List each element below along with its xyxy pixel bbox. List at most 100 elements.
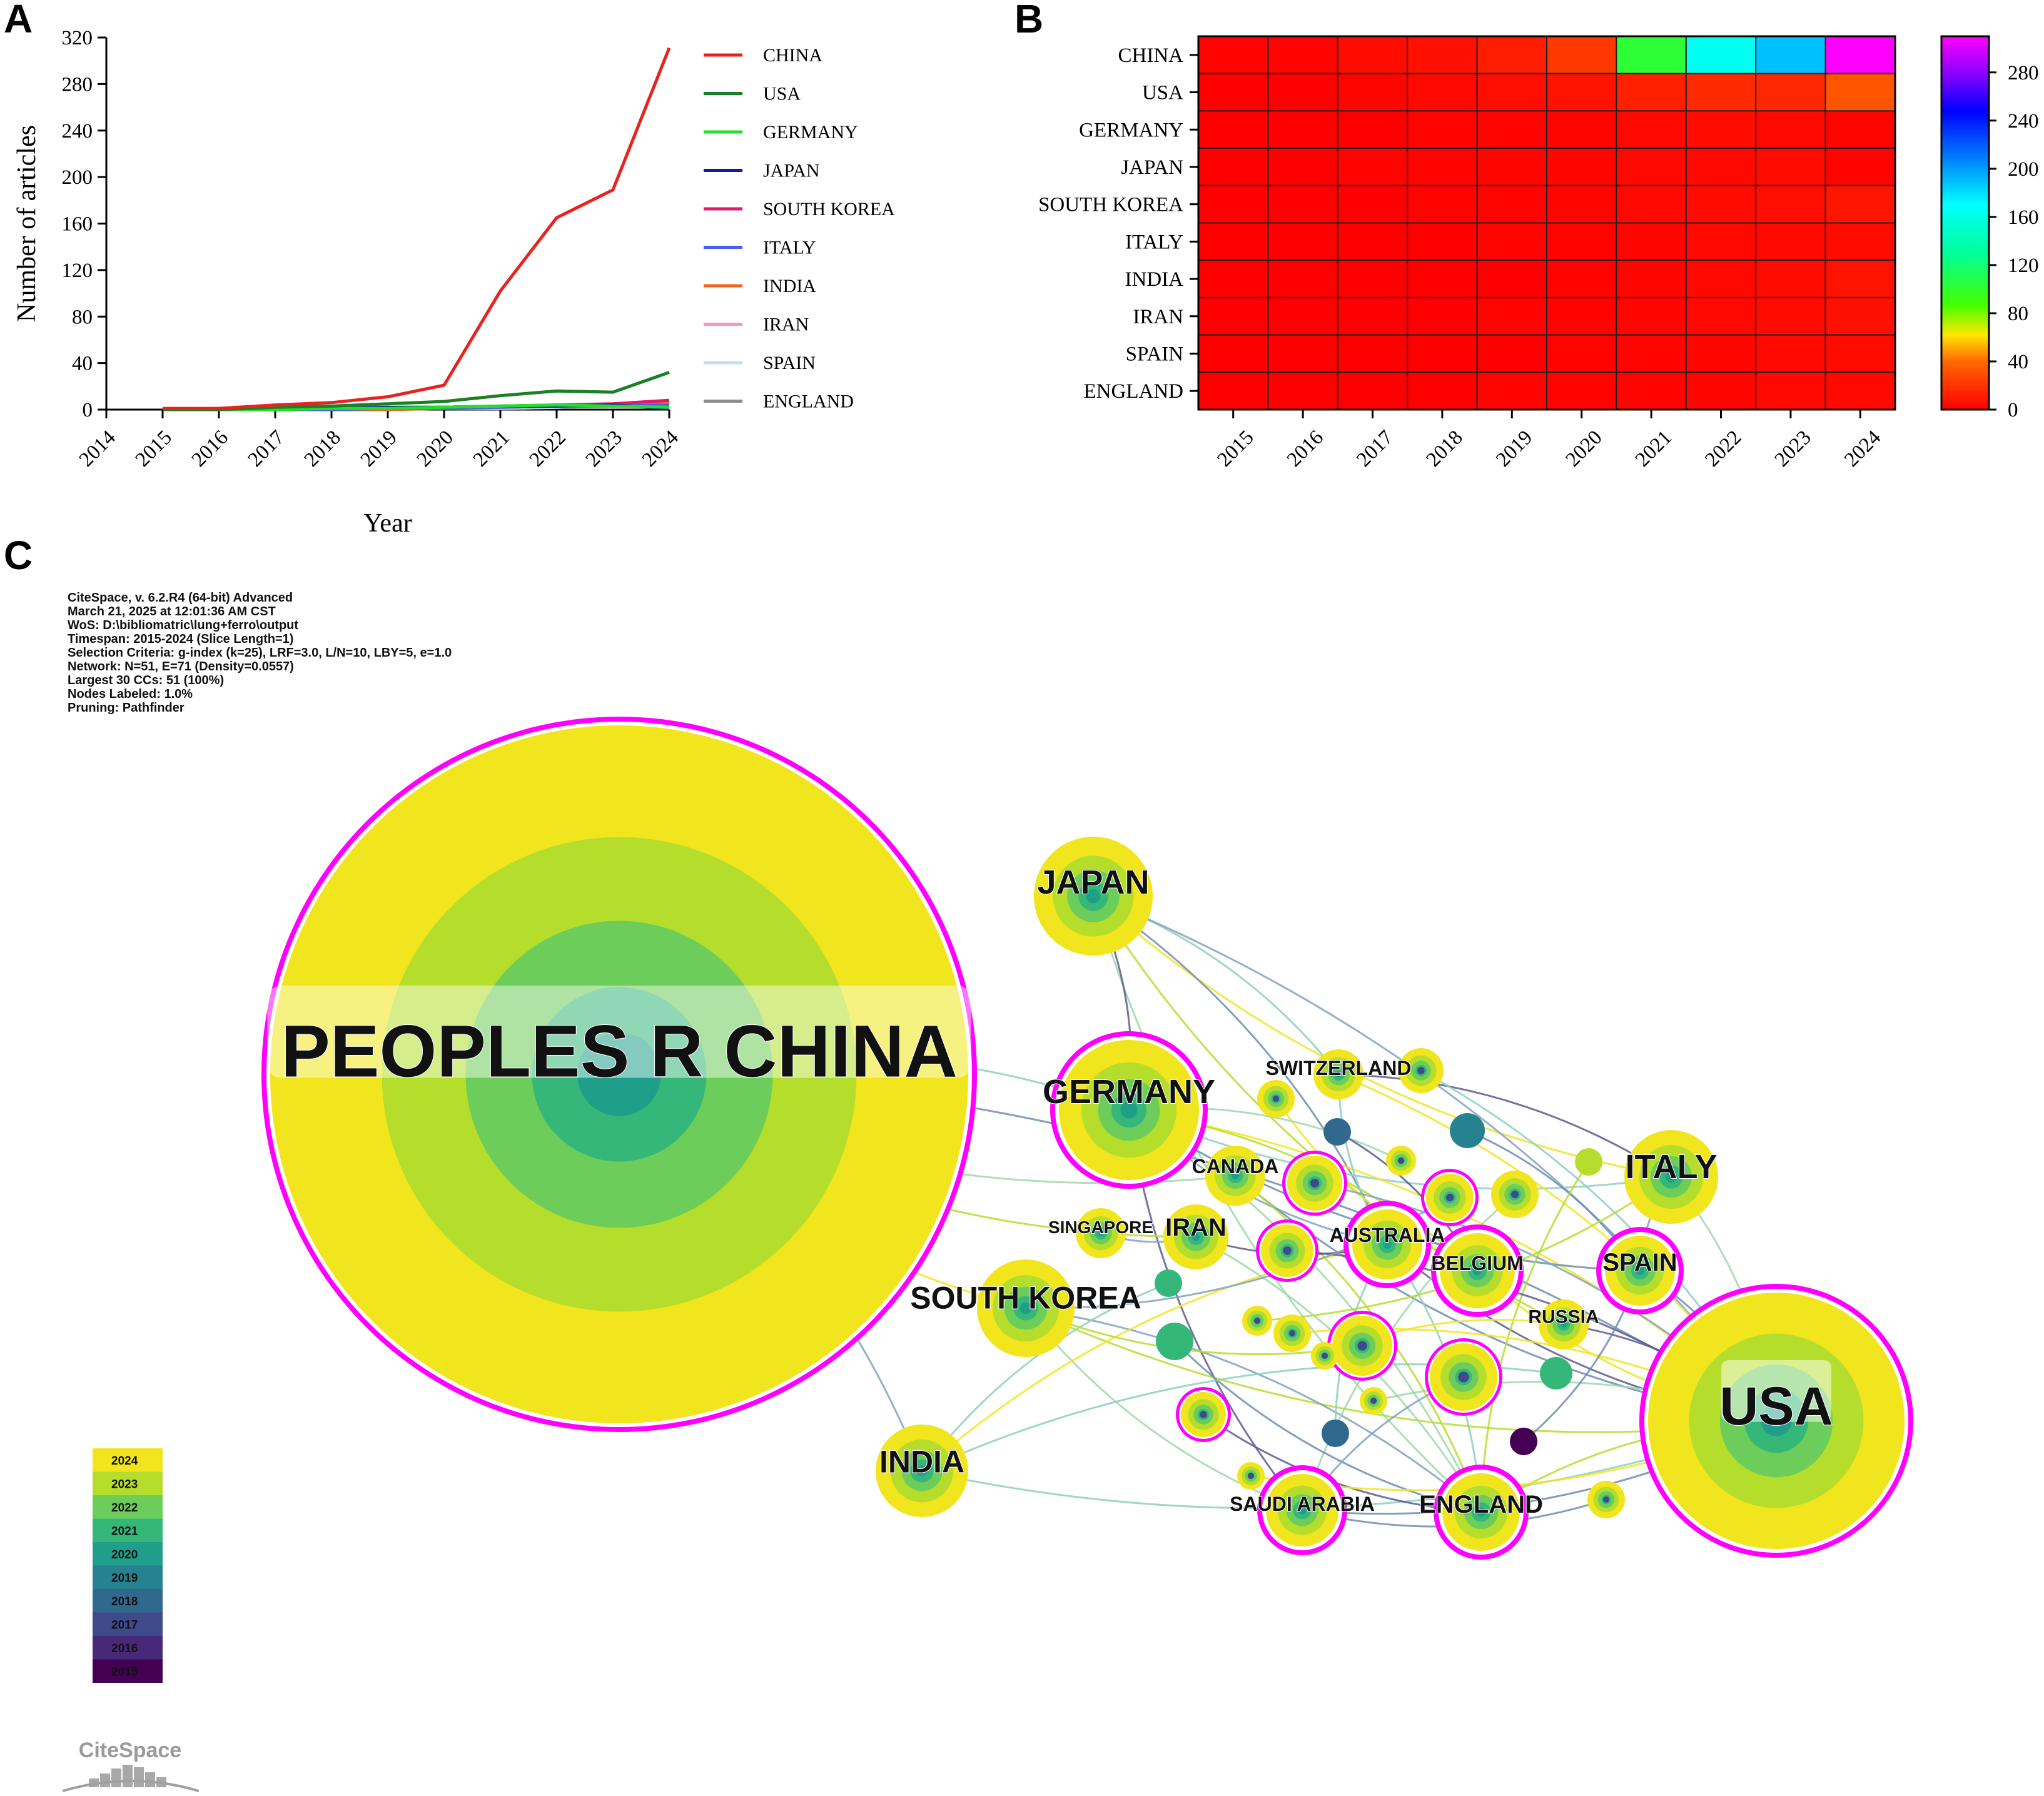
- legend-label: JAPAN: [763, 161, 820, 181]
- heatmap-cell: [1685, 296, 1757, 336]
- minor-node: [1257, 1080, 1295, 1117]
- y-tick-label: 120: [62, 260, 93, 282]
- heatmap-cell: [1616, 184, 1687, 224]
- tree-ring: [1335, 1071, 1342, 1077]
- node-disc: [1575, 1148, 1602, 1176]
- minor-node: [1311, 1342, 1338, 1370]
- heatmap-cell: [1337, 184, 1409, 224]
- heatmap-cell: [1198, 296, 1269, 336]
- x-tick-label: 2021: [469, 426, 514, 472]
- year-label: 2022: [111, 1501, 138, 1515]
- col-label: 2020: [1562, 426, 1607, 472]
- country-node: [1313, 1049, 1364, 1099]
- label-highlight: [1721, 1360, 1831, 1422]
- node-label: ENGLAND: [1419, 1491, 1543, 1518]
- year-swatch: [93, 1542, 163, 1566]
- heatmap-cell: [1267, 110, 1338, 149]
- info-line: March 21, 2025 at 12:01:36 AM CST: [68, 605, 276, 618]
- country-node: [1205, 1146, 1265, 1206]
- line-chart-series: [163, 47, 671, 411]
- node-core: [1458, 1371, 1469, 1383]
- x-tick-label: 2024: [638, 426, 683, 472]
- heatmap-cell: [1755, 110, 1826, 149]
- tree-ring: [577, 1032, 661, 1116]
- network-info-block: CiteSpace, v. 6.2.R4 (64-bit) AdvancedMa…: [68, 591, 452, 715]
- heatmap-cell: [1546, 296, 1617, 336]
- legend-label: CHINA: [763, 45, 822, 66]
- country-node: [1257, 1465, 1347, 1555]
- info-line: Selection Criteria: g-index (k=25), LRF=…: [68, 646, 452, 660]
- heatmap-cell: [1407, 110, 1478, 149]
- x-tick-label: 2018: [300, 426, 345, 472]
- colorbar-tick-label: 280: [2008, 62, 2039, 84]
- heatmap-cell: [1824, 296, 1896, 336]
- year-swatch: [93, 1518, 163, 1542]
- x-tick-label: 2020: [413, 426, 458, 472]
- heatmap-cell: [1616, 148, 1687, 186]
- minor-node: [1540, 1357, 1572, 1390]
- heatmap-cell: [1267, 73, 1338, 112]
- heatmap-cell: [1407, 260, 1478, 298]
- node-label: ITALY: [1625, 1148, 1717, 1186]
- legend-label: USA: [763, 84, 801, 104]
- legend-label: SOUTH KOREA: [763, 199, 895, 219]
- heatmap-cell: [1337, 222, 1409, 261]
- minor-node: [1399, 1048, 1444, 1093]
- year-label: 2017: [111, 1619, 138, 1632]
- minor-node: [1450, 1113, 1485, 1148]
- heatmap-cell: [1755, 222, 1826, 261]
- heatmap-cell: [1198, 110, 1269, 149]
- country-node: [261, 717, 977, 1432]
- node-disc: [1322, 1420, 1349, 1447]
- year-color-legend: 2024 2023 2022 2021 2020 2019 2018 2017 2016 2015: [93, 1448, 163, 1683]
- heatmap-cell: [1546, 73, 1617, 112]
- heatmap-cell: [1267, 222, 1338, 261]
- network-nodes: [261, 717, 1913, 1560]
- node-disc: [1510, 1428, 1537, 1455]
- logo-bar: [145, 1772, 155, 1787]
- heatmap-cell: [1337, 110, 1409, 149]
- node-disc: [1540, 1357, 1572, 1390]
- heatmap-cell: [1824, 371, 1896, 410]
- logo-bar: [134, 1767, 144, 1787]
- logo-bar: [111, 1768, 121, 1787]
- y-tick-label: 80: [72, 306, 93, 328]
- heatmap-cell: [1616, 371, 1687, 410]
- heatmap-cell: [1407, 148, 1478, 186]
- heatmap-cell: [1546, 222, 1617, 261]
- heatmap-cell: [1198, 260, 1269, 298]
- heatmap-cell: [1824, 148, 1896, 186]
- row-label: INDIA: [1125, 268, 1184, 291]
- x-axis-title: Year: [363, 509, 412, 538]
- node-core: [1254, 1318, 1260, 1324]
- heatmap-cell: [1685, 148, 1757, 186]
- heatmap-cell: [1755, 184, 1826, 224]
- minor-node: [1425, 1338, 1502, 1416]
- line-chart-legend: CHINA USA GERMANY JAPAN SOUTH KOREA ITALY INDI…: [704, 45, 895, 412]
- info-line: CiteSpace, v. 6.2.R4 (64-bit) Advanced: [68, 591, 293, 605]
- tree-ring: [1666, 1171, 1677, 1183]
- col-label: 2017: [1352, 426, 1397, 472]
- x-tick-label: 2019: [357, 426, 402, 472]
- heatmap-cell: [1546, 184, 1617, 224]
- heatmap-cell: [1407, 184, 1478, 224]
- heatmap-cell: [1337, 334, 1409, 373]
- minor-node: [1360, 1387, 1387, 1415]
- node-label: GERMANY: [1043, 1073, 1215, 1111]
- country-node: [1343, 1201, 1431, 1288]
- node-label: RUSSIA: [1528, 1307, 1599, 1328]
- y-tick-label: 320: [62, 27, 93, 49]
- heatmap-cell: [1198, 334, 1269, 373]
- label-highlight: [267, 986, 971, 1078]
- network-edge: [1480, 1161, 1590, 1513]
- year-label: 2024: [111, 1455, 138, 1468]
- row-label: JAPAN: [1121, 156, 1183, 179]
- heatmap-cell: [1824, 184, 1896, 224]
- heatmap-frame: [1197, 35, 1896, 411]
- tree-ring: [1098, 1230, 1104, 1236]
- info-line: Timespan: 2015-2024 (Slice Length=1): [68, 632, 293, 646]
- heatmap-cell: [1267, 296, 1338, 336]
- heatmap-cell: [1476, 334, 1548, 373]
- row-label: GERMANY: [1079, 119, 1183, 141]
